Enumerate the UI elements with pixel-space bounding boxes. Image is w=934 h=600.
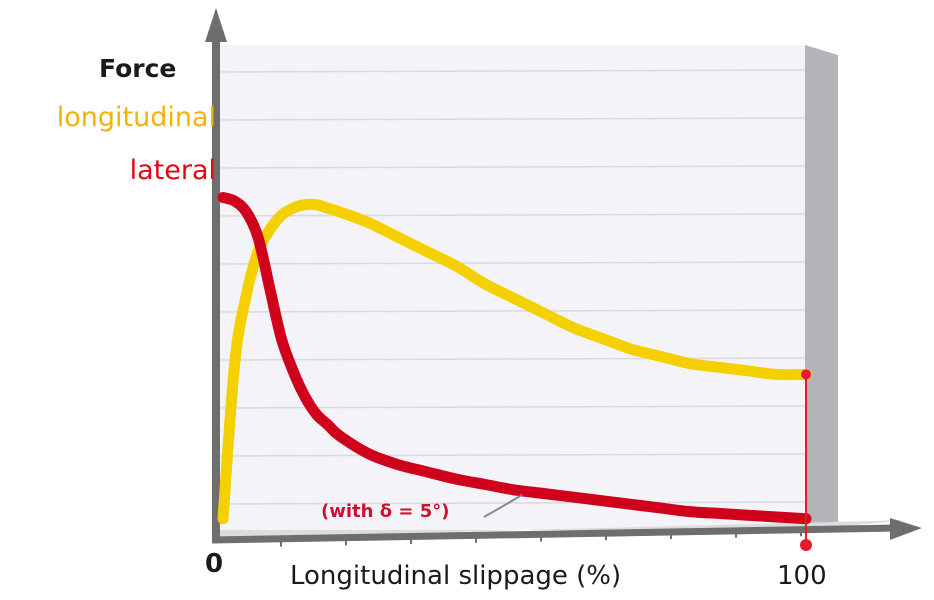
gridlines — [215, 69, 806, 505]
y-axis-arrow — [205, 8, 227, 42]
series-line-longitudinal — [217, 198, 812, 525]
legend-lateral: lateral — [129, 155, 216, 186]
legend-longitudinal: longitudinal — [56, 102, 216, 133]
gridline — [215, 117, 806, 121]
gridline — [215, 165, 806, 169]
gridline — [215, 501, 806, 505]
x-tick-label-100: 100 — [777, 561, 827, 591]
x-axis-arrow — [890, 518, 922, 540]
drop-point-bottom — [800, 539, 812, 551]
annotation-leader — [483, 494, 523, 518]
gridline — [215, 69, 806, 73]
gridline — [215, 453, 806, 457]
series-line-lateral — [217, 192, 812, 525]
gridline — [215, 213, 806, 217]
gridline — [215, 309, 806, 313]
x-axis-label: Longitudinal slippage (%) — [290, 561, 622, 591]
gridline — [215, 357, 806, 361]
x-axis-ticks — [280, 528, 802, 547]
drop-point-top — [801, 369, 811, 380]
y-axis-label: Force — [99, 54, 177, 83]
x-axis — [211, 524, 899, 544]
gridline — [215, 261, 806, 265]
annotation-delta: (with δ = 5°) — [321, 501, 450, 522]
x-tick-label-0: 0 — [205, 549, 224, 579]
panel-side — [805, 45, 838, 530]
